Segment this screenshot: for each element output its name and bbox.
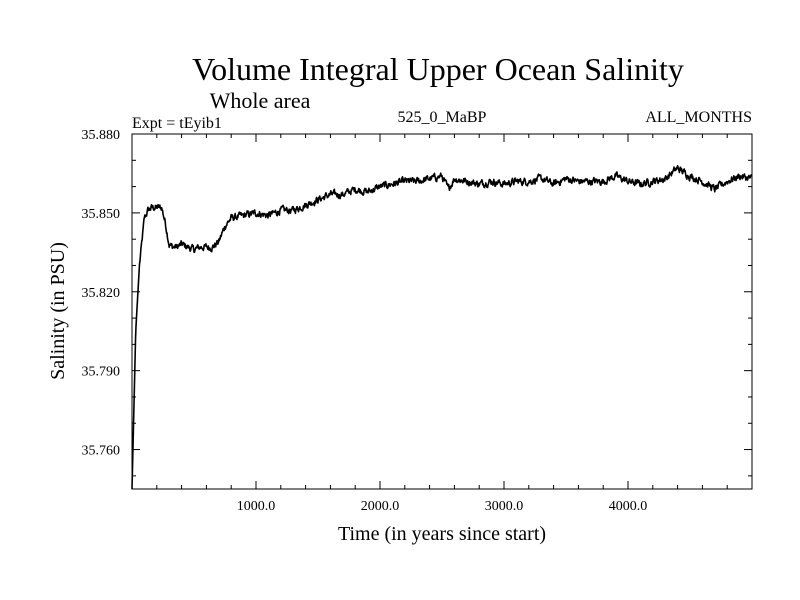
y-tick-label: 35.790: [82, 365, 121, 380]
x-axis-label: Time (in years since start): [338, 523, 546, 545]
run-label: 525_0_MaBP: [398, 109, 487, 126]
x-tick-label: 3000.0: [485, 499, 524, 514]
x-tick-label: 2000.0: [361, 499, 400, 514]
x-tick-label: 4000.0: [609, 499, 648, 514]
y-axis: 35.880 35.850 35.820 35.790 35.760: [82, 128, 752, 477]
plot-frame: [131, 133, 753, 490]
y-tick-label: 35.850: [82, 207, 121, 222]
y-tick-label: 35.760: [82, 444, 121, 459]
x-axis: 1000.0 2000.0 3000.0 4000.0: [156, 134, 728, 514]
y-tick-label: 35.880: [82, 128, 121, 143]
y-axis-label: Salinity (in PSU): [47, 242, 69, 380]
chart-title: Volume Integral Upper Ocean Salinity: [192, 51, 684, 87]
chart-subtitle: Whole area: [210, 88, 311, 113]
salinity-series-line: [131, 165, 753, 490]
months-label: ALL_MONTHS: [645, 109, 752, 126]
y-tick-label: 35.820: [82, 286, 121, 301]
expt-label: Expt = tEyib1: [132, 115, 222, 132]
x-tick-label: 1000.0: [237, 499, 276, 514]
